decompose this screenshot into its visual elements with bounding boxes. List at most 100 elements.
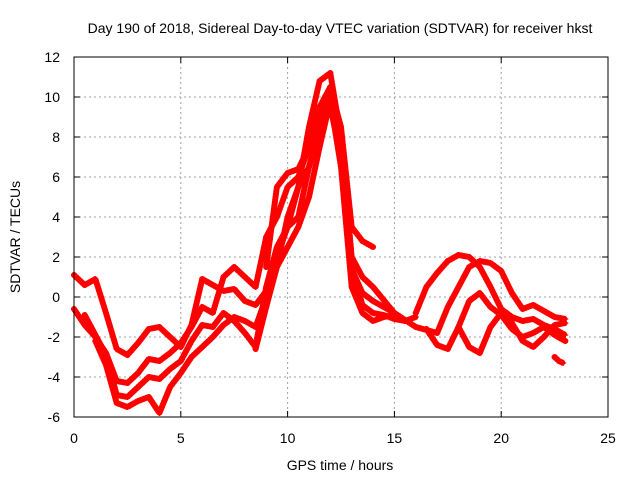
- data-point: [220, 310, 227, 316]
- series-markers-sat-i: [455, 310, 569, 356]
- data-point: [455, 252, 462, 258]
- data-point: [476, 264, 483, 270]
- data-point: [284, 184, 291, 190]
- data-point: [145, 374, 152, 380]
- data-point: [231, 314, 238, 320]
- data-point: [551, 314, 558, 320]
- x-tick-label: 0: [70, 430, 78, 446]
- x-tick-label: 10: [280, 430, 296, 446]
- data-point: [209, 310, 216, 316]
- data-point: [273, 184, 280, 190]
- data-point: [519, 338, 526, 344]
- y-tick-label: -6: [48, 409, 61, 425]
- data-point: [316, 114, 323, 120]
- data-point: [305, 194, 312, 200]
- data-point: [530, 302, 537, 308]
- data-point: [124, 352, 131, 358]
- data-point: [316, 78, 323, 84]
- data-point: [444, 346, 451, 352]
- data-point: [423, 326, 430, 332]
- data-point: [188, 354, 195, 360]
- data-point: [466, 298, 473, 304]
- data-point: [359, 310, 366, 316]
- data-point: [124, 380, 131, 386]
- x-tick-label: 20: [493, 430, 509, 446]
- data-point: [370, 244, 377, 250]
- data-point: [476, 350, 483, 356]
- data-point: [305, 164, 312, 170]
- y-axis-label: SDTVAR / TECUs: [7, 181, 23, 293]
- data-point: [348, 254, 355, 260]
- data-point: [327, 70, 334, 76]
- y-tick-label: -4: [48, 369, 61, 385]
- data-point: [434, 330, 441, 336]
- data-point: [177, 340, 184, 346]
- data-point: [252, 324, 259, 330]
- x-tick-label: 25: [600, 430, 616, 446]
- data-point: [220, 274, 227, 280]
- data-point: [444, 304, 451, 310]
- data-point: [167, 350, 174, 356]
- data-point: [305, 124, 312, 130]
- data-point: [295, 184, 302, 190]
- data-point: [284, 170, 291, 176]
- data-point: [241, 318, 248, 324]
- data-point: [455, 324, 462, 330]
- data-point: [103, 362, 110, 368]
- y-tick-label: 6: [52, 169, 60, 185]
- data-point: [177, 370, 184, 376]
- data-point: [273, 264, 280, 270]
- series-core-sat-h: [425, 292, 566, 350]
- data-point: [167, 366, 174, 372]
- data-layer: [71, 70, 569, 416]
- data-point: [199, 276, 206, 282]
- data-point: [530, 316, 537, 322]
- data-point: [252, 346, 259, 352]
- data-point: [560, 360, 567, 366]
- data-point: [444, 258, 451, 264]
- data-point: [135, 384, 142, 390]
- data-point: [156, 376, 163, 382]
- data-point: [103, 310, 110, 316]
- data-point: [124, 394, 131, 400]
- data-point: [551, 354, 558, 360]
- data-point: [305, 144, 312, 150]
- data-point: [135, 340, 142, 346]
- x-axis-label: GPS time / hours: [287, 457, 394, 473]
- tick-layer: 0 5 10 15 20 25 -6 -4 -2 0 2 4 6 8 10 12: [44, 49, 616, 446]
- y-tick-label: 8: [52, 129, 60, 145]
- series-markers-sat-f: [263, 90, 334, 270]
- data-point: [434, 270, 441, 276]
- data-point: [466, 254, 473, 260]
- data-point: [530, 330, 537, 336]
- x-tick-label: 5: [177, 430, 185, 446]
- y-tick-label: 10: [44, 89, 60, 105]
- data-point: [156, 324, 163, 330]
- data-point: [220, 322, 227, 328]
- y-tick-label: 4: [52, 209, 60, 225]
- data-point: [156, 410, 163, 416]
- data-point: [487, 304, 494, 310]
- data-point: [466, 344, 473, 350]
- data-point: [92, 332, 99, 338]
- data-point: [540, 334, 547, 340]
- data-point: [231, 264, 238, 270]
- series-core-sat-b: [73, 86, 374, 384]
- data-point: [455, 284, 462, 290]
- series-markers-sat-d: [92, 98, 398, 416]
- data-point: [519, 306, 526, 312]
- plot-frame: [73, 56, 609, 418]
- data-point: [209, 324, 216, 330]
- data-point: [359, 238, 366, 244]
- data-point: [209, 282, 216, 288]
- data-point: [370, 318, 377, 324]
- data-point: [316, 144, 323, 150]
- data-point: [551, 332, 558, 338]
- data-point: [209, 334, 216, 340]
- data-point: [423, 284, 430, 290]
- series-markers-sat-e: [252, 84, 569, 352]
- data-point: [81, 312, 88, 318]
- data-point: [551, 322, 558, 328]
- data-point: [476, 290, 483, 296]
